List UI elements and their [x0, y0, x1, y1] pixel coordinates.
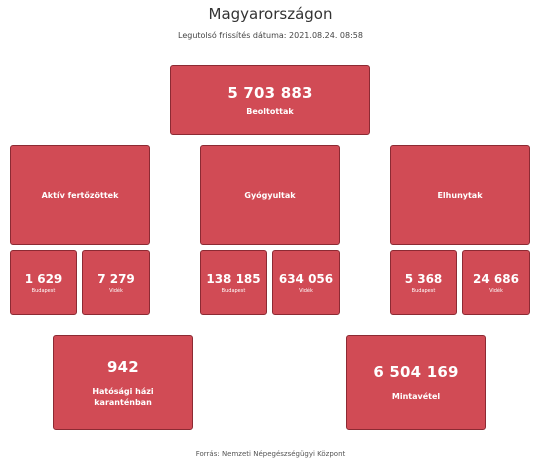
deceased-label: Elhunytak [437, 190, 483, 200]
vaccinated-value: 5 703 883 [227, 83, 313, 102]
active-infected-budapest-card: 1 629 Budapest [10, 250, 77, 315]
vaccinated-label: Beoltottak [246, 106, 294, 116]
recovered-card: Gyógyultak [200, 145, 340, 245]
recovered-videk-value: 634 056 [278, 271, 334, 286]
quarantine-label: Hatósági házi karanténban [92, 386, 154, 407]
recovered-label: Gyógyultak [244, 190, 296, 200]
deceased-budapest-value: 5 368 [404, 271, 443, 286]
deceased-videk-value: 24 686 [473, 271, 519, 286]
recovered-budapest-card: 138 185 Budapest [200, 250, 267, 315]
active-infected-videk-value: 7 279 [97, 271, 135, 286]
page-title: Magyarországon [208, 5, 333, 23]
quarantine-value: 942 [107, 357, 139, 376]
active-infected-budapest-label: Budapest [31, 287, 56, 294]
samples-value: 6 504 169 [373, 363, 459, 381]
quarantine-card: 942 Hatósági házi karanténban [53, 335, 193, 430]
source-footer: Forrás: Nemzeti Népegészségügyi Központ [195, 450, 346, 458]
active-infected-budapest-value: 1 629 [24, 271, 63, 286]
deceased-videk-card: 24 686 Vidék [462, 250, 530, 315]
recovered-videk-card: 634 056 Vidék [272, 250, 340, 315]
active-infected-label: Aktív fertőzöttek [41, 190, 119, 200]
deceased-budapest-label: Budapest [411, 287, 436, 294]
recovered-budapest-value: 138 185 [206, 271, 261, 286]
deceased-card: Elhunytak [390, 145, 530, 245]
samples-label: Mintavétel [391, 392, 441, 401]
active-infected-card: Aktív fertőzöttek [10, 145, 150, 245]
samples-card: 6 504 169 Mintavétel [346, 335, 486, 430]
active-infected-videk-card: 7 279 Vidék [82, 250, 150, 315]
deceased-budapest-card: 5 368 Budapest [390, 250, 457, 315]
deceased-videk-label: Vidék [489, 287, 503, 294]
last-update-text: Legutolsó frissítés dátuma: 2021.08.24. … [178, 31, 363, 40]
active-infected-videk-label: Vidék [109, 287, 123, 294]
recovered-budapest-label: Budapest [221, 287, 246, 294]
vaccinated-card: 5 703 883 Beoltottak [170, 65, 370, 135]
recovered-videk-label: Vidék [299, 287, 313, 294]
